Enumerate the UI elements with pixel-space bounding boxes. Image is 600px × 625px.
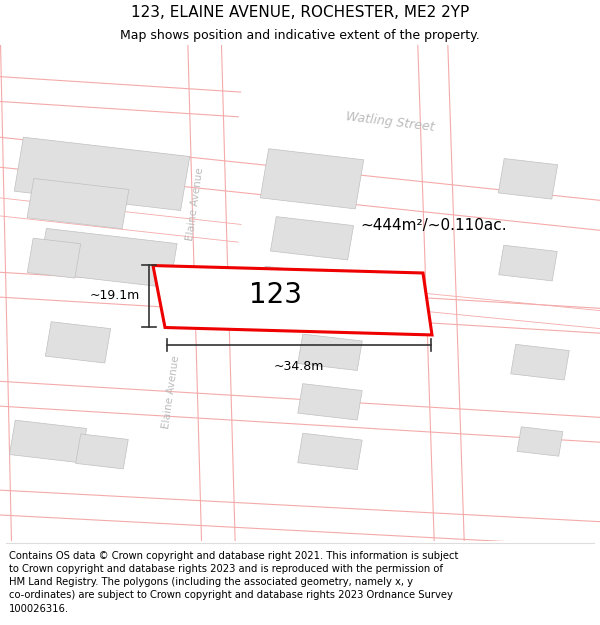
Polygon shape: [517, 427, 563, 456]
Polygon shape: [257, 266, 343, 319]
Text: 123, ELAINE AVENUE, ROCHESTER, ME2 2YP: 123, ELAINE AVENUE, ROCHESTER, ME2 2YP: [131, 5, 469, 20]
Polygon shape: [499, 245, 557, 281]
Polygon shape: [46, 322, 110, 363]
Polygon shape: [511, 344, 569, 380]
Polygon shape: [10, 420, 86, 463]
Text: Contains OS data © Crown copyright and database right 2021. This information is : Contains OS data © Crown copyright and d…: [9, 551, 458, 614]
Polygon shape: [153, 266, 432, 335]
Polygon shape: [28, 238, 80, 278]
Polygon shape: [499, 159, 557, 199]
Text: 123: 123: [249, 281, 302, 309]
Polygon shape: [14, 138, 190, 211]
Polygon shape: [298, 334, 362, 371]
Text: ~19.1m: ~19.1m: [89, 289, 140, 302]
Polygon shape: [298, 433, 362, 469]
Polygon shape: [39, 229, 177, 288]
Text: ~34.8m: ~34.8m: [274, 360, 324, 372]
Text: Elaine Avenue: Elaine Avenue: [161, 355, 181, 429]
Text: ~444m²/~0.110ac.: ~444m²/~0.110ac.: [360, 218, 506, 233]
Polygon shape: [298, 384, 362, 420]
Polygon shape: [76, 434, 128, 469]
Polygon shape: [27, 179, 129, 229]
Polygon shape: [260, 149, 364, 209]
Text: Elaine Avenue: Elaine Avenue: [185, 166, 205, 241]
Text: Watling Street: Watling Street: [345, 110, 435, 134]
Text: Map shows position and indicative extent of the property.: Map shows position and indicative extent…: [120, 29, 480, 42]
Polygon shape: [271, 217, 353, 260]
